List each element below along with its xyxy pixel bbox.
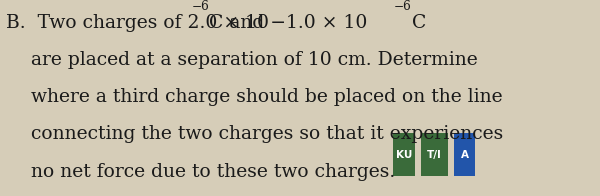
FancyBboxPatch shape [421, 133, 448, 176]
FancyBboxPatch shape [454, 133, 475, 176]
Text: where a third charge should be placed on the line: where a third charge should be placed on… [31, 88, 503, 106]
FancyBboxPatch shape [393, 133, 415, 176]
Text: connecting the two charges so that it experiences: connecting the two charges so that it ex… [31, 125, 503, 143]
Text: −6: −6 [394, 0, 412, 13]
Text: C: C [406, 14, 426, 32]
Text: KU: KU [395, 150, 412, 160]
Text: are placed at a separation of 10 cm. Determine: are placed at a separation of 10 cm. Det… [31, 51, 478, 69]
Text: B.  Two charges of 2.0 × 10: B. Two charges of 2.0 × 10 [5, 14, 269, 32]
Text: −6: −6 [192, 0, 209, 13]
Text: T/I: T/I [427, 150, 442, 160]
Text: A: A [461, 150, 469, 160]
Text: C and −1.0 × 10: C and −1.0 × 10 [203, 14, 367, 32]
Text: no net force due to these two charges.: no net force due to these two charges. [31, 163, 395, 181]
